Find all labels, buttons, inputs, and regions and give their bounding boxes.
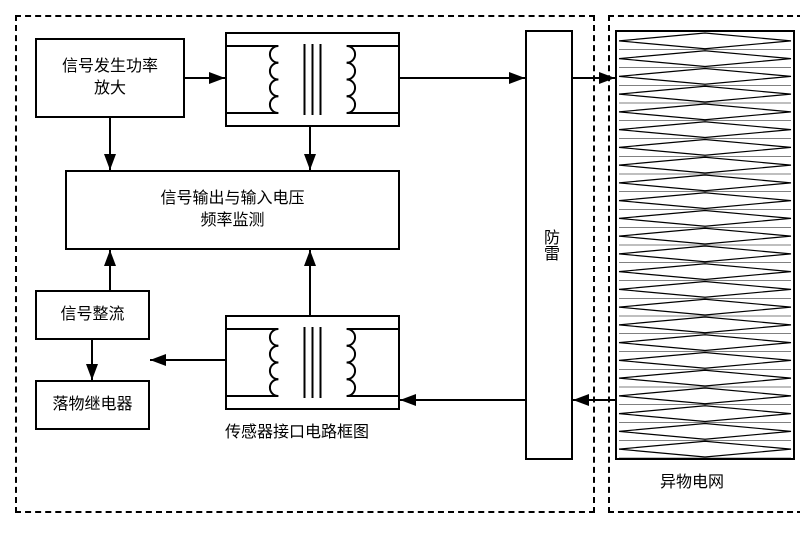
block-relay: 落物继电器 <box>35 380 150 430</box>
block-lightning: 防雷 <box>525 30 573 460</box>
block-xfmr_bottom <box>225 315 400 410</box>
block-signal_gen: 信号发生功率放大 <box>35 38 185 118</box>
block-rectifier: 信号整流 <box>35 290 150 340</box>
caption-sensor_circuit: 传感器接口电路框图 <box>225 418 369 442</box>
block-xfmr_top <box>225 32 400 127</box>
block-grid <box>615 30 795 460</box>
block-monitor: 信号输出与输入电压频率监测 <box>65 170 400 250</box>
caption-grid_label: 异物电网 <box>660 468 724 492</box>
